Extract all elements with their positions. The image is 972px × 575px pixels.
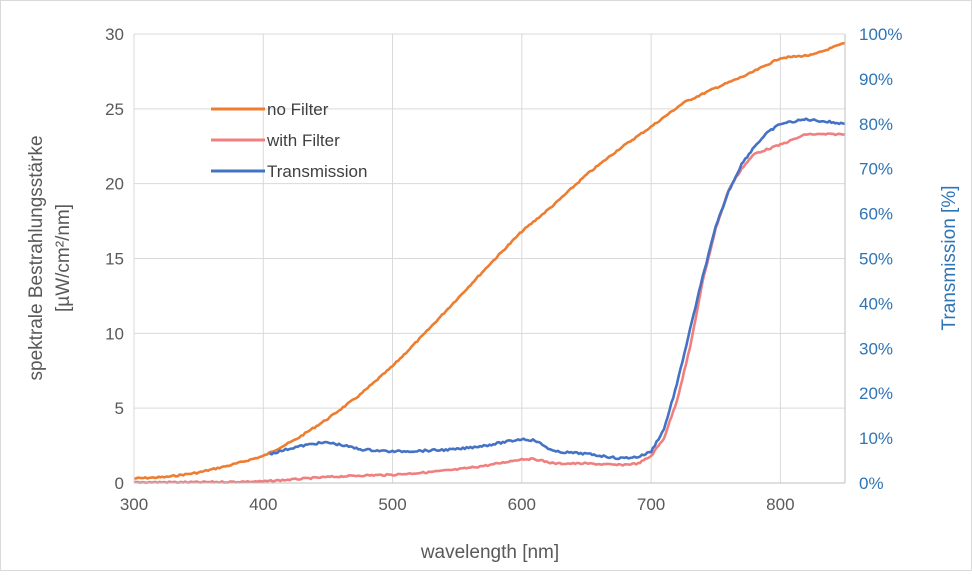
y-tick-label: 20	[105, 175, 124, 194]
x-tick-label: 500	[378, 495, 406, 514]
y2-tick-label: 50%	[859, 250, 893, 269]
series-line-with-filter	[133, 132, 846, 485]
tick-labels: 0 5 10 15 20 25 30 300 400 500 600 700 800 0% 10% 20% 30…	[105, 25, 902, 514]
y-tick-label: 5	[115, 399, 124, 418]
y2-tick-label: 70%	[859, 160, 893, 179]
y-axis-title-line-2: [µW/cm²/nm]	[53, 204, 74, 312]
y2-tick-label: 10%	[859, 429, 893, 448]
axes	[133, 34, 846, 484]
y2-tick-label: 40%	[859, 294, 893, 313]
y-tick-label: 15	[105, 250, 124, 269]
x-tick-label: 600	[508, 495, 536, 514]
x-axis-title: wavelength [nm]	[420, 542, 559, 563]
series-line-no-filter	[134, 41, 846, 480]
legend: no Filter with Filter Transmission	[211, 100, 367, 181]
y-axis-title-line-1: spektrale Bestrahlungsstärke	[26, 135, 47, 380]
y2-tick-label: 0%	[859, 474, 884, 493]
series-layer	[133, 41, 846, 485]
y-tick-label: 0	[115, 474, 124, 493]
legend-label: with Filter	[266, 131, 340, 150]
legend-label: no Filter	[267, 100, 329, 119]
grid-lines	[133, 33, 845, 484]
legend-label: Transmission	[267, 162, 367, 181]
y-tick-label: 10	[105, 324, 124, 343]
y2-tick-label: 30%	[859, 339, 893, 358]
y2-tick-label: 100%	[859, 25, 902, 44]
y-tick-label: 30	[105, 25, 124, 44]
y2-tick-label: 90%	[859, 70, 893, 89]
y2-tick-label: 60%	[859, 205, 893, 224]
y-tick-label: 25	[105, 100, 124, 119]
x-tick-label: 300	[120, 495, 148, 514]
x-tick-label: 700	[637, 495, 665, 514]
y2-axis-title: Transmission [%]	[939, 186, 960, 331]
x-tick-label: 400	[249, 495, 277, 514]
y2-tick-label: 80%	[859, 115, 893, 134]
x-tick-label: 800	[766, 495, 794, 514]
y2-tick-label: 20%	[859, 384, 893, 403]
series-line-transmission	[269, 117, 846, 461]
